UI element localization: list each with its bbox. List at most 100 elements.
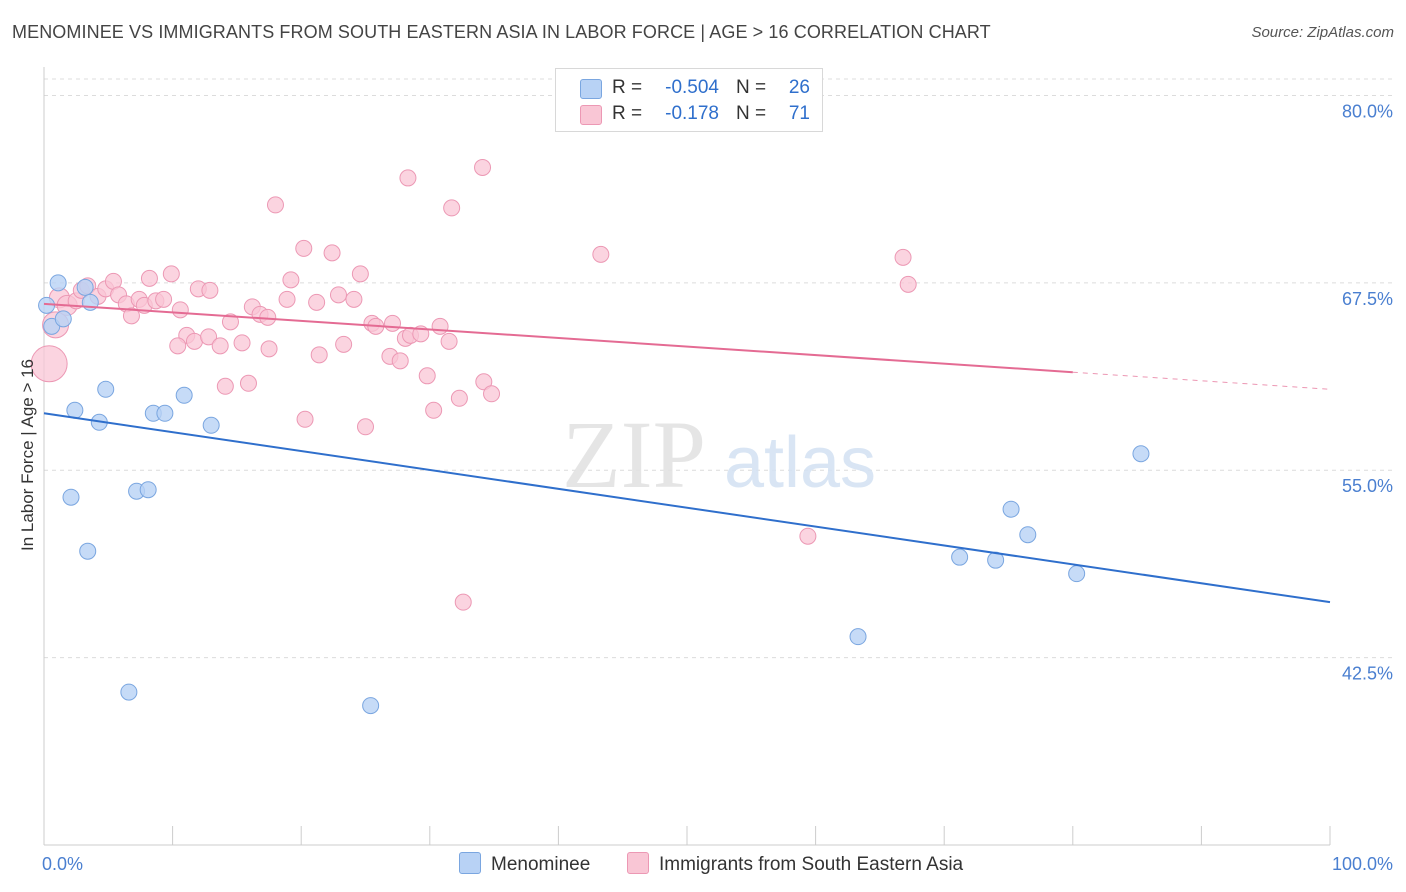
immigrants-point bbox=[140, 269, 158, 287]
menominee-point bbox=[76, 278, 94, 296]
immigrants-point bbox=[310, 346, 328, 364]
immigrants-point bbox=[282, 271, 300, 289]
menominee-point bbox=[156, 404, 174, 422]
chart-title: MENOMINEE VS IMMIGRANTS FROM SOUTH EASTE… bbox=[12, 22, 991, 42]
menominee-point bbox=[120, 683, 138, 701]
immigrants-point bbox=[122, 307, 140, 325]
axes bbox=[43, 67, 1331, 846]
immigrants-point bbox=[474, 158, 492, 176]
legend-r-value: -0.504 bbox=[665, 77, 719, 98]
immigrants-point bbox=[443, 199, 461, 217]
legend-swatch-blue bbox=[580, 79, 602, 99]
correlation-legend: R = -0.504 N = 26 R = -0.178 N = 71 bbox=[555, 68, 823, 132]
immigrants-point bbox=[799, 527, 817, 545]
legend-r-label: R = bbox=[612, 77, 643, 98]
menominee-point bbox=[951, 548, 969, 566]
y-axis-label: In Labor Force | Age > 16 bbox=[18, 358, 37, 552]
immigrants-point bbox=[200, 328, 218, 346]
menominee-point bbox=[1019, 526, 1037, 544]
watermark: ZIP atlas bbox=[562, 401, 876, 508]
immigrants-point bbox=[440, 332, 458, 350]
menominee-point bbox=[79, 542, 97, 560]
immigrants-point bbox=[239, 374, 257, 392]
legend-swatch-pink bbox=[580, 105, 602, 125]
immigrants-point bbox=[30, 345, 68, 383]
legend-n-value: 26 bbox=[788, 77, 810, 98]
menominee-point bbox=[66, 401, 84, 419]
y-tick-label: 55.0% bbox=[1342, 476, 1393, 496]
immigrants-point bbox=[483, 385, 501, 403]
immigrants-point bbox=[399, 169, 417, 187]
immigrants-point bbox=[323, 244, 341, 262]
immigrants-point bbox=[171, 301, 189, 319]
immigrants-point bbox=[592, 245, 610, 263]
menominee-point bbox=[139, 481, 157, 499]
immigrants-point bbox=[335, 335, 353, 353]
immigrants-point bbox=[169, 337, 187, 355]
bottom-legend-menominee: Menominee bbox=[459, 852, 590, 876]
legend-row-immigrants: R = -0.178 N = 71 bbox=[556, 101, 822, 127]
menominee-point bbox=[1068, 565, 1086, 583]
immigrants-point bbox=[295, 239, 313, 257]
y-tick-label: 42.5% bbox=[1342, 664, 1393, 684]
immigrants-point bbox=[260, 340, 278, 358]
menominee-point bbox=[362, 697, 380, 715]
immigrants-point bbox=[266, 196, 284, 214]
bottom-legend-label: Immigrants from South Eastern Asia bbox=[659, 854, 964, 875]
tick-labels: 80.0% 67.5% 55.0% 42.5% 0.0% 100.0% bbox=[42, 101, 1393, 874]
immigrants-trend-line bbox=[43, 302, 1073, 374]
immigrants-point bbox=[425, 401, 443, 419]
immigrants-point bbox=[329, 286, 347, 304]
immigrants-point bbox=[155, 290, 173, 308]
immigrants-point bbox=[894, 248, 912, 266]
legend-r-label: R = bbox=[612, 103, 643, 124]
menominee-trend-line bbox=[43, 412, 1331, 604]
immigrants-point bbox=[221, 313, 239, 331]
legend-n-label: N = bbox=[736, 103, 767, 124]
immigrants-point bbox=[211, 337, 229, 355]
x-tick-label: 100.0% bbox=[1332, 854, 1393, 874]
immigrants-point bbox=[391, 352, 409, 370]
menominee-point bbox=[97, 380, 115, 398]
x-tick-label: 0.0% bbox=[42, 854, 83, 874]
menominee-point bbox=[62, 488, 80, 506]
series-menominee-points bbox=[38, 274, 1150, 715]
legend-n-label: N = bbox=[736, 77, 767, 98]
legend-n-value: 71 bbox=[788, 103, 810, 124]
immigrants-point bbox=[351, 265, 369, 283]
y-tick-label: 67.5% bbox=[1342, 289, 1393, 309]
immigrants-point bbox=[418, 367, 436, 385]
legend-r-value: -0.178 bbox=[665, 103, 719, 124]
trend-lines bbox=[43, 302, 1331, 604]
immigrants-point bbox=[475, 373, 493, 391]
immigrants-point bbox=[216, 377, 234, 395]
bottom-legend-immigrants: Immigrants from South Eastern Asia bbox=[627, 852, 963, 876]
immigrants-point bbox=[296, 410, 314, 428]
immigrants-point bbox=[431, 317, 449, 335]
bottom-legend-swatch-pink bbox=[627, 852, 649, 874]
immigrants-point bbox=[162, 265, 180, 283]
immigrants-point bbox=[278, 290, 296, 308]
y-tick-label: 80.0% bbox=[1342, 101, 1393, 121]
immigrants-point bbox=[308, 293, 326, 311]
series-immigrants-points bbox=[30, 158, 917, 611]
gridlines bbox=[44, 78, 1392, 659]
bottom-legend-swatch-blue bbox=[459, 852, 481, 874]
bottom-legend-label: Menominee bbox=[491, 854, 591, 875]
immigrants-point bbox=[384, 314, 402, 332]
menominee-point bbox=[202, 416, 220, 434]
immigrants-point bbox=[899, 275, 917, 293]
immigrants-point bbox=[259, 308, 277, 326]
immigrants-point bbox=[201, 281, 219, 299]
menominee-point bbox=[54, 310, 72, 328]
watermark-zip: ZIP bbox=[562, 401, 706, 508]
immigrants-trend-line-extension bbox=[1072, 371, 1331, 390]
immigrants-point bbox=[185, 332, 203, 350]
menominee-point bbox=[849, 628, 867, 646]
immigrants-point bbox=[233, 334, 251, 352]
watermark-atlas: atlas bbox=[724, 423, 876, 503]
menominee-point bbox=[1132, 445, 1150, 463]
immigrants-point bbox=[450, 389, 468, 407]
immigrants-point bbox=[454, 593, 472, 611]
